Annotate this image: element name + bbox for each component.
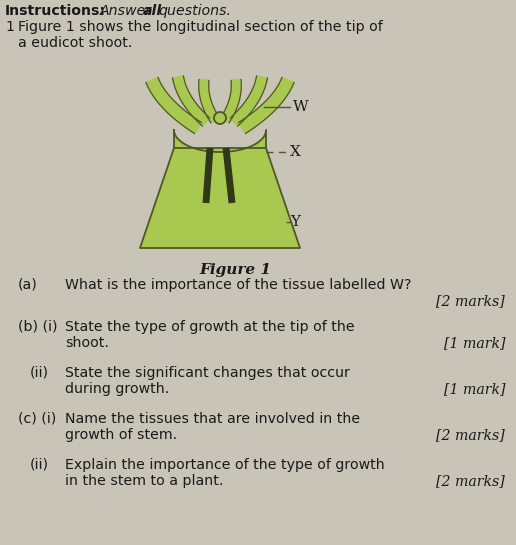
Polygon shape bbox=[146, 77, 202, 134]
Text: X: X bbox=[290, 145, 301, 159]
Polygon shape bbox=[230, 76, 267, 126]
Polygon shape bbox=[199, 80, 219, 123]
Text: Explain the importance of the type of growth: Explain the importance of the type of gr… bbox=[65, 458, 385, 472]
Text: Figure 1 shows the longitudinal section of the tip of: Figure 1 shows the longitudinal section … bbox=[18, 20, 383, 34]
Text: questions.: questions. bbox=[158, 4, 231, 18]
Text: in the stem to a plant.: in the stem to a plant. bbox=[65, 474, 223, 488]
Text: a eudicot shoot.: a eudicot shoot. bbox=[18, 36, 133, 50]
Text: during growth.: during growth. bbox=[65, 382, 169, 396]
Text: shoot.: shoot. bbox=[65, 336, 109, 350]
Text: State the type of growth at the tip of the: State the type of growth at the tip of t… bbox=[65, 320, 354, 334]
Text: Figure 1: Figure 1 bbox=[199, 263, 271, 277]
Text: [2 marks]: [2 marks] bbox=[436, 428, 505, 442]
Text: What is the importance of the tissue labelled W?: What is the importance of the tissue lab… bbox=[65, 278, 411, 292]
Text: growth of stem.: growth of stem. bbox=[65, 428, 177, 442]
Text: [1 mark]: [1 mark] bbox=[443, 382, 505, 396]
Text: W: W bbox=[293, 100, 309, 114]
Polygon shape bbox=[140, 148, 300, 248]
Text: [2 marks]: [2 marks] bbox=[436, 294, 505, 308]
Polygon shape bbox=[221, 80, 241, 123]
Text: [1 mark]: [1 mark] bbox=[443, 336, 505, 350]
Polygon shape bbox=[174, 130, 266, 152]
Text: 1: 1 bbox=[5, 20, 14, 34]
Text: (ii): (ii) bbox=[30, 458, 49, 472]
Text: [2 marks]: [2 marks] bbox=[436, 474, 505, 488]
Text: (b) (i): (b) (i) bbox=[18, 320, 57, 334]
Polygon shape bbox=[172, 76, 209, 126]
Text: all: all bbox=[143, 4, 162, 18]
Text: (a): (a) bbox=[18, 278, 38, 292]
Text: Answer: Answer bbox=[100, 4, 152, 18]
Polygon shape bbox=[238, 77, 294, 134]
Text: Name the tissues that are involved in the: Name the tissues that are involved in th… bbox=[65, 412, 360, 426]
Text: Instructions:: Instructions: bbox=[5, 4, 106, 18]
Circle shape bbox=[214, 112, 226, 124]
Text: (ii): (ii) bbox=[30, 366, 49, 380]
Text: (c) (i): (c) (i) bbox=[18, 412, 56, 426]
Text: Y: Y bbox=[290, 215, 300, 229]
Text: State the significant changes that occur: State the significant changes that occur bbox=[65, 366, 350, 380]
